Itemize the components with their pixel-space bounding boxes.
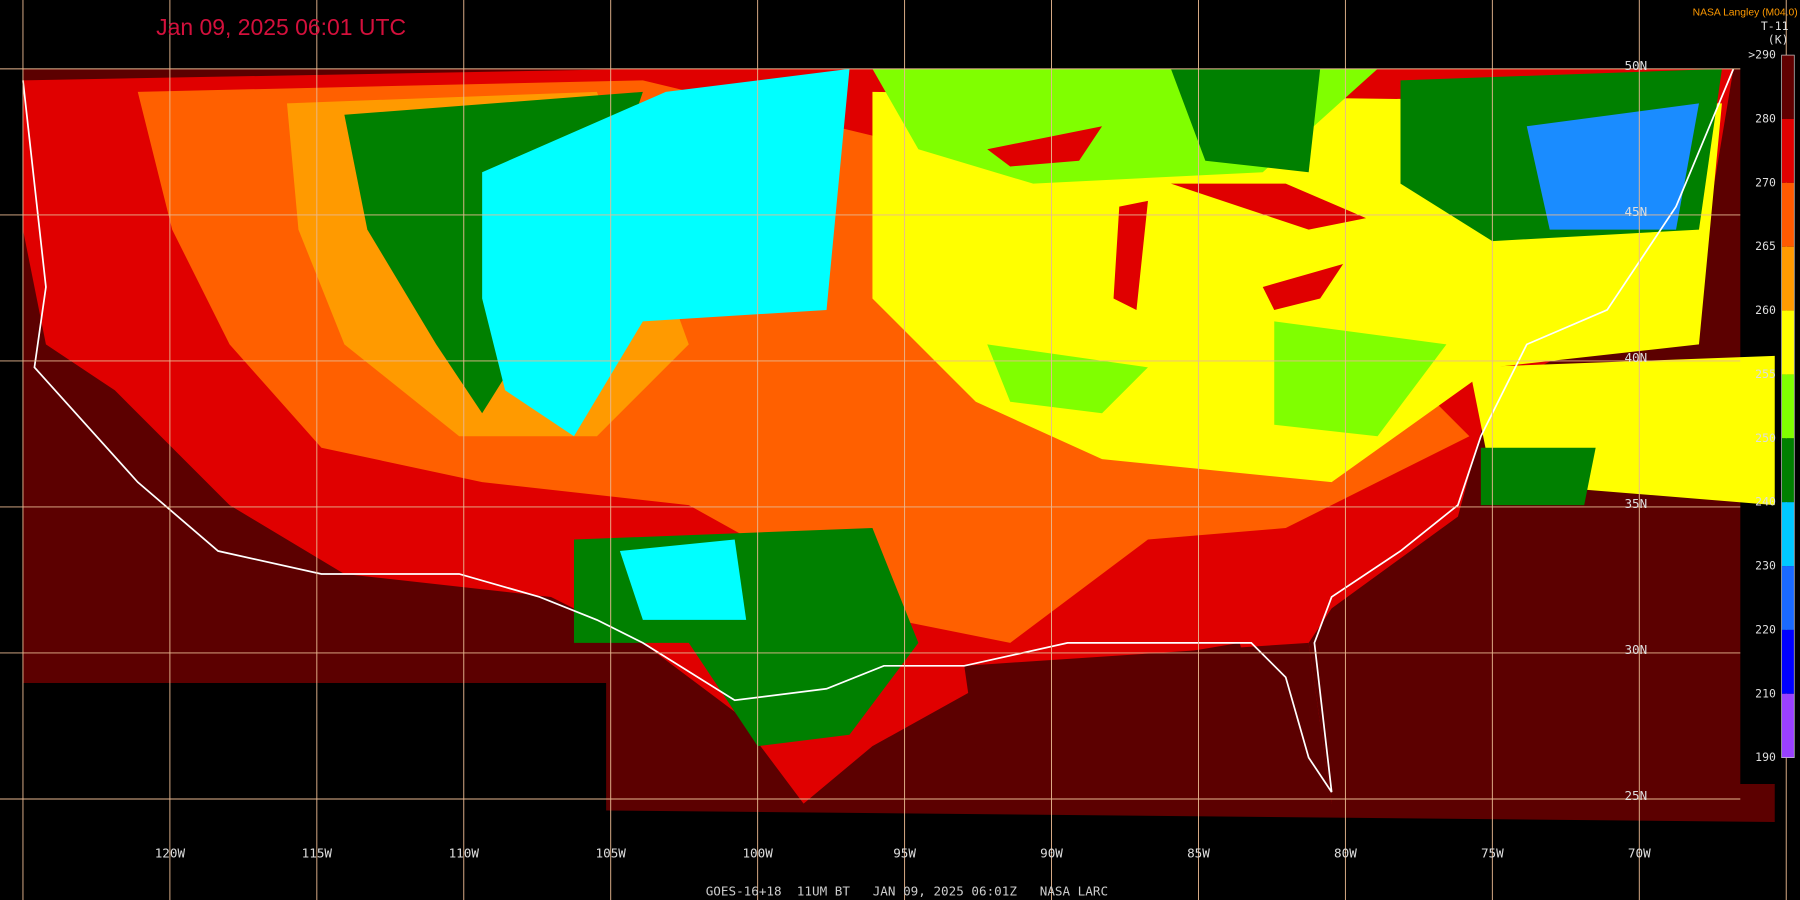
cloud bbox=[1274, 321, 1447, 437]
colorbar-title: T-11 bbox=[1761, 19, 1789, 33]
colorbar-label: 210 bbox=[1755, 686, 1776, 700]
timestamp: Jan 09, 2025 06:01 UTC bbox=[156, 14, 406, 40]
credit: NASA Langley (M04.0) bbox=[1693, 7, 1798, 18]
gulf bbox=[964, 642, 1332, 804]
high-cloud bbox=[1526, 103, 1699, 230]
cloud bbox=[1480, 447, 1596, 506]
colorbar-label: 255 bbox=[1755, 367, 1776, 381]
colorbar-segment bbox=[1781, 118, 1795, 183]
longitude-label: 120W bbox=[155, 846, 186, 861]
longitude-label: 105W bbox=[596, 846, 627, 861]
colorbar-label: 240 bbox=[1755, 495, 1776, 509]
lake bbox=[1113, 200, 1148, 310]
colorbar-segment bbox=[1781, 182, 1795, 247]
colorbar-segment bbox=[1781, 566, 1795, 630]
longitude-label: 95W bbox=[893, 846, 916, 861]
colorbar-label: 270 bbox=[1755, 175, 1776, 189]
longitude-label: 80W bbox=[1334, 846, 1357, 861]
colorbar-label: 265 bbox=[1755, 239, 1776, 253]
latitude-label: 40N bbox=[1624, 350, 1647, 365]
colorbar-segment bbox=[1781, 438, 1795, 503]
colorbar-label: 260 bbox=[1755, 303, 1776, 317]
colorbar-label: 250 bbox=[1755, 431, 1776, 445]
longitude-label: 70W bbox=[1628, 846, 1651, 861]
footer: GOES-16+18 11UM BT JAN 09, 2025 06:01Z N… bbox=[706, 883, 1108, 898]
colorbar-segment bbox=[1781, 502, 1795, 567]
colorbar-label: 280 bbox=[1755, 111, 1776, 125]
longitude-label: 90W bbox=[1040, 846, 1063, 861]
longitude-label: 115W bbox=[302, 846, 333, 861]
longitude-label: 85W bbox=[1187, 846, 1210, 861]
latitude-label: 35N bbox=[1624, 496, 1647, 511]
latitude-label: 30N bbox=[1624, 642, 1647, 657]
colorbar-segment bbox=[1781, 310, 1795, 375]
longitude-label: 100W bbox=[742, 846, 773, 861]
colorbar-segment bbox=[1781, 374, 1795, 439]
colorbar: >290 280 270 265 260 255 250 240 230 220 210 190 bbox=[1748, 48, 1795, 764]
colorbar-label: 190 bbox=[1755, 750, 1776, 764]
colorbar-label: 230 bbox=[1755, 559, 1776, 573]
colorbar-segment bbox=[1781, 55, 1795, 119]
latitude-label: 45N bbox=[1624, 204, 1647, 219]
imagery bbox=[22, 68, 1775, 822]
lake bbox=[1170, 183, 1367, 230]
cloud bbox=[987, 344, 1148, 414]
colorbar-label: 220 bbox=[1755, 622, 1776, 636]
colorbar-frame bbox=[1781, 54, 1795, 758]
colorbar-segment bbox=[1781, 629, 1795, 694]
lake bbox=[987, 126, 1103, 167]
cloud bbox=[1170, 68, 1321, 173]
lake bbox=[1262, 264, 1344, 310]
latitude-label: 25N bbox=[1624, 788, 1647, 803]
coastline bbox=[22, 68, 1735, 793]
longitude-label: 110W bbox=[449, 846, 480, 861]
longitude-label: 75W bbox=[1481, 846, 1504, 861]
colorbar-label: >290 bbox=[1748, 48, 1776, 62]
colorbar-unit: (K) bbox=[1768, 33, 1789, 47]
colorbar-segment bbox=[1781, 246, 1795, 311]
high-cloud bbox=[619, 539, 747, 620]
colorbar-segment bbox=[1781, 693, 1795, 758]
latitude-label: 50N bbox=[1624, 58, 1647, 73]
